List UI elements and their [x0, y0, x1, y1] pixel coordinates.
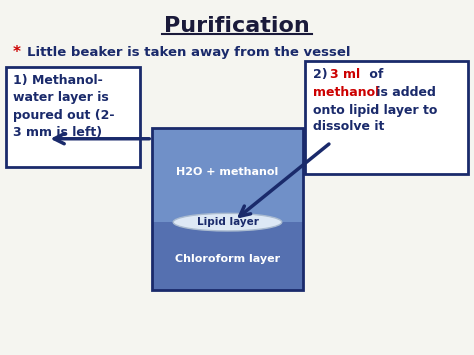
Text: of: of	[365, 68, 383, 81]
FancyBboxPatch shape	[152, 128, 303, 222]
FancyBboxPatch shape	[152, 222, 303, 290]
Text: *: *	[13, 45, 21, 60]
Text: 3 ml: 3 ml	[330, 68, 360, 81]
Text: H2O + methanol: H2O + methanol	[176, 167, 279, 177]
Text: 2): 2)	[313, 68, 332, 81]
Text: methanol: methanol	[313, 86, 380, 99]
Text: onto lipid layer to: onto lipid layer to	[313, 104, 438, 116]
Text: Chloroform layer: Chloroform layer	[175, 255, 280, 264]
FancyBboxPatch shape	[6, 66, 140, 167]
FancyBboxPatch shape	[305, 61, 468, 174]
Text: 1) Methanol-
water layer is
poured out (2-
3 mm is left): 1) Methanol- water layer is poured out (…	[13, 73, 115, 139]
Text: Little beaker is taken away from the vessel: Little beaker is taken away from the ves…	[27, 46, 351, 59]
Text: is added: is added	[372, 86, 436, 99]
Text: Purification: Purification	[164, 16, 310, 36]
Text: Lipid layer: Lipid layer	[197, 217, 258, 227]
Text: dissolve it: dissolve it	[313, 120, 384, 133]
Ellipse shape	[173, 213, 282, 231]
